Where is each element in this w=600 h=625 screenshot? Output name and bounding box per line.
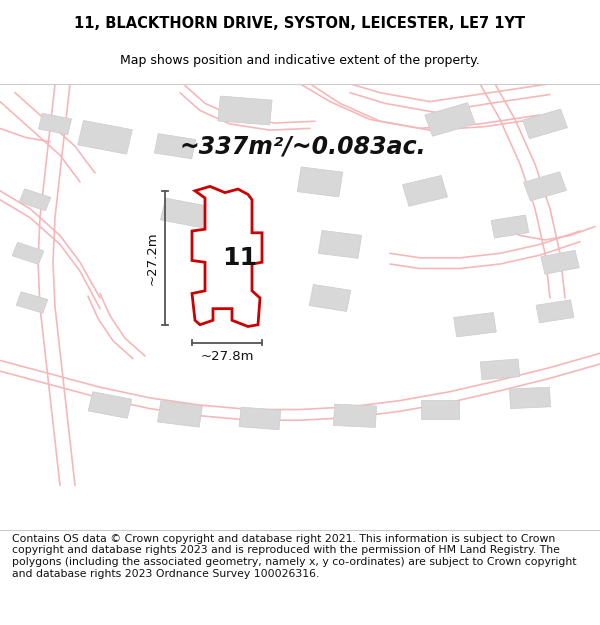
Bar [541, 250, 579, 274]
Text: ~27.8m: ~27.8m [200, 350, 254, 362]
Bar [12, 242, 44, 264]
Bar [309, 284, 351, 311]
Bar [218, 96, 272, 125]
Bar [38, 113, 71, 134]
Bar [154, 134, 196, 159]
Text: ~337m²/~0.083ac.: ~337m²/~0.083ac. [180, 134, 427, 158]
Bar [509, 387, 551, 409]
Bar [16, 292, 48, 313]
Bar [77, 121, 133, 154]
Bar [319, 231, 362, 258]
Bar [334, 404, 377, 428]
Bar [19, 189, 51, 211]
Bar [491, 215, 529, 238]
Bar [524, 172, 566, 201]
Bar [239, 407, 281, 430]
Text: Contains OS data © Crown copyright and database right 2021. This information is : Contains OS data © Crown copyright and d… [12, 534, 577, 579]
Bar [297, 167, 343, 197]
Bar [523, 109, 568, 139]
Text: 11: 11 [223, 246, 257, 270]
Bar [536, 300, 574, 323]
Bar [425, 102, 475, 136]
Bar [158, 401, 202, 428]
Bar [88, 392, 132, 418]
Bar [421, 400, 459, 419]
Polygon shape [192, 186, 262, 326]
Text: 11, BLACKTHORN DRIVE, SYSTON, LEICESTER, LE7 1YT: 11, BLACKTHORN DRIVE, SYSTON, LEICESTER,… [74, 16, 526, 31]
Bar [480, 359, 520, 380]
Bar [403, 176, 448, 206]
Bar [160, 198, 209, 228]
Text: Map shows position and indicative extent of the property.: Map shows position and indicative extent… [120, 54, 480, 67]
Text: ~27.2m: ~27.2m [146, 231, 159, 284]
Bar [454, 312, 496, 337]
